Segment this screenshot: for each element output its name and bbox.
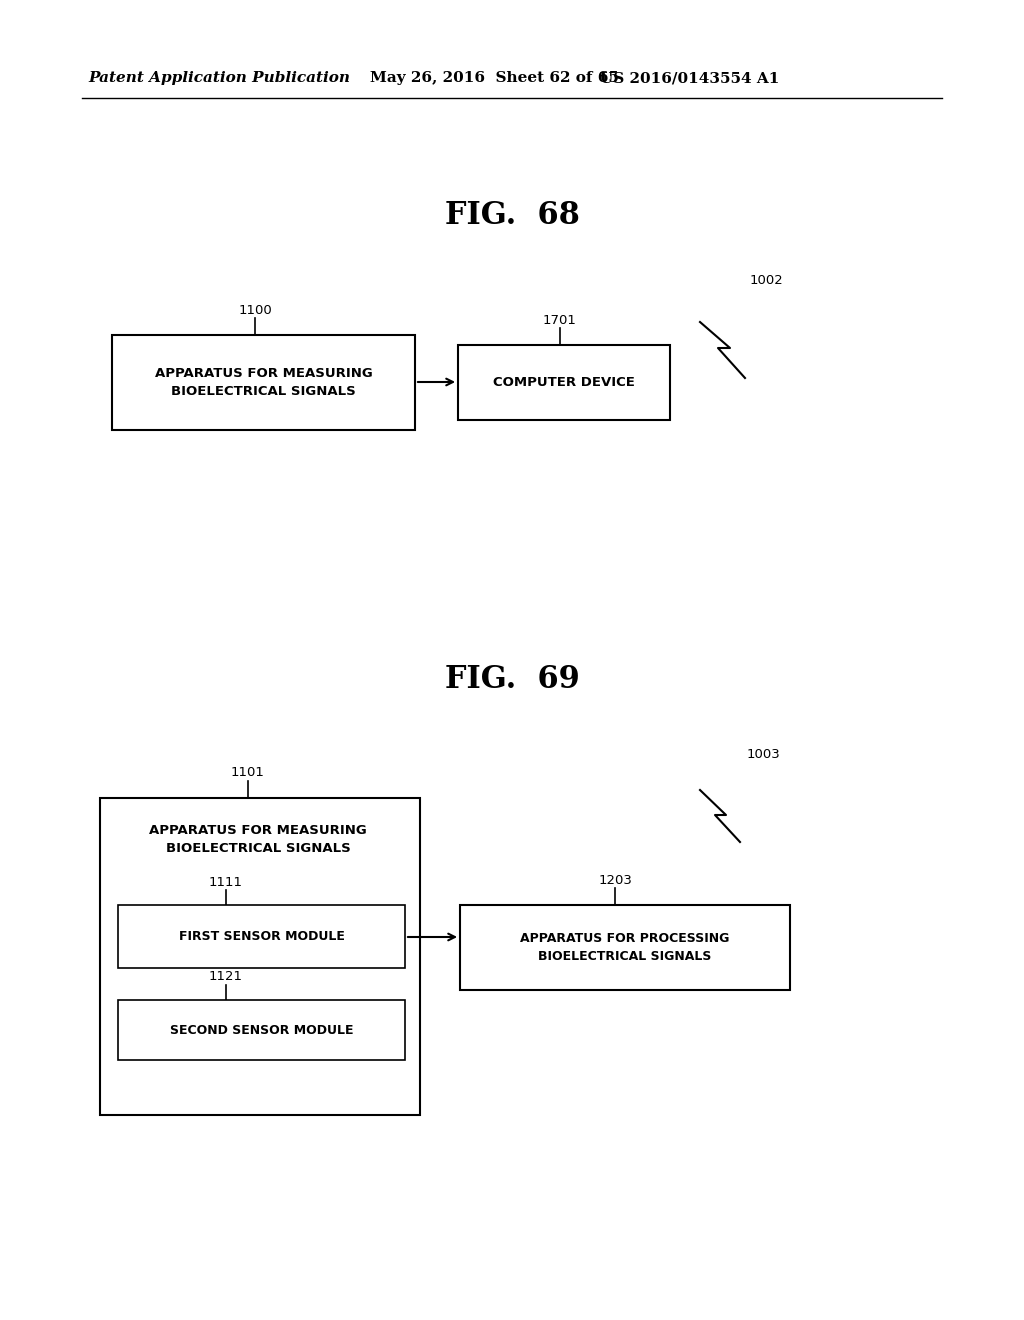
Text: FIRST SENSOR MODULE: FIRST SENSOR MODULE	[178, 931, 344, 942]
Text: COMPUTER DEVICE: COMPUTER DEVICE	[494, 376, 635, 389]
Text: FIG.  69: FIG. 69	[444, 664, 580, 696]
Text: 1203: 1203	[598, 874, 632, 887]
Bar	[118, 906, 406, 968]
Bar	[112, 335, 415, 430]
Text: 1003: 1003	[746, 748, 780, 762]
Text: Patent Application Publication: Patent Application Publication	[88, 71, 350, 84]
Text: 1121: 1121	[209, 970, 243, 983]
Text: US 2016/0143554 A1: US 2016/0143554 A1	[600, 71, 779, 84]
Text: 1101: 1101	[231, 767, 265, 780]
Bar	[100, 799, 420, 1115]
Bar	[118, 1001, 406, 1060]
Text: 1701: 1701	[543, 314, 577, 326]
Bar	[458, 345, 670, 420]
Text: FIG.  68: FIG. 68	[444, 199, 580, 231]
Text: SECOND SENSOR MODULE: SECOND SENSOR MODULE	[170, 1023, 353, 1036]
Text: APPARATUS FOR MEASURING
BIOELECTRICAL SIGNALS: APPARATUS FOR MEASURING BIOELECTRICAL SI…	[150, 825, 367, 855]
Text: APPARATUS FOR PROCESSING
BIOELECTRICAL SIGNALS: APPARATUS FOR PROCESSING BIOELECTRICAL S…	[520, 932, 730, 964]
Bar	[460, 906, 790, 990]
Text: 1100: 1100	[239, 304, 272, 317]
Text: 1002: 1002	[750, 273, 783, 286]
Text: 1111: 1111	[209, 875, 243, 888]
Text: APPARATUS FOR MEASURING
BIOELECTRICAL SIGNALS: APPARATUS FOR MEASURING BIOELECTRICAL SI…	[155, 367, 373, 399]
Text: May 26, 2016  Sheet 62 of 65: May 26, 2016 Sheet 62 of 65	[370, 71, 618, 84]
